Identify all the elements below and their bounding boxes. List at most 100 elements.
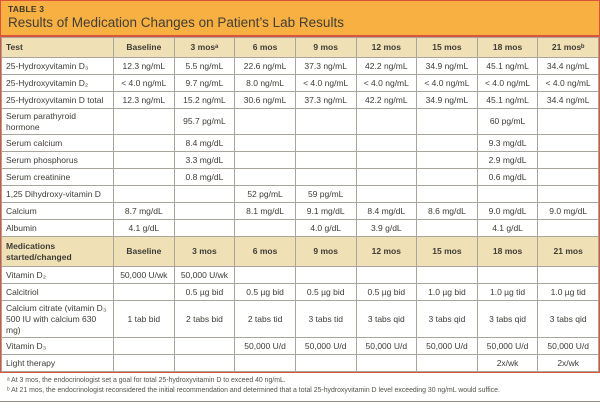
- table-cell: 4.0 g/dL: [294, 219, 357, 238]
- table-cell: 3 tabs qid: [476, 300, 539, 339]
- column-header: 9 mos: [294, 37, 357, 58]
- column-header-row: Test Baseline 3 mosᵃ 6 mos 9 mos 12 mos 15 mos…: [1, 37, 599, 58]
- lab-result-row: Serum calcium 8.4 mg/dL 9.3 mg/dL: [1, 134, 599, 153]
- table-cell: [234, 266, 296, 285]
- lab-result-row: Serum parathyroid hormone 95.7 pg/mL 60 p…: [1, 107, 599, 136]
- column-header: 15 mos: [416, 37, 478, 58]
- table-cell: 95.7 pg/mL: [173, 107, 236, 136]
- table-cell: 9.1 mg/dL: [294, 202, 357, 221]
- row-label: Vitamin D₂: [1, 266, 114, 285]
- table-number-label: TABLE 3: [8, 4, 45, 14]
- table-cell: < 4.0 ng/mL: [355, 74, 418, 92]
- table-cell: [234, 168, 296, 187]
- table-cell: 1.0 µg bid: [416, 283, 478, 302]
- table-cell: 52 pg/mL: [234, 185, 296, 204]
- band-column-header: 18 mos: [476, 236, 539, 268]
- table-cell: [355, 168, 418, 187]
- band-column-header: 21 mos: [537, 236, 599, 268]
- table-cell: [234, 107, 296, 136]
- table-cell: < 4.0 ng/mL: [476, 74, 539, 92]
- table-cell: [416, 219, 478, 238]
- column-header: Baseline: [113, 37, 175, 58]
- table-cell: 8.7 mg/dL: [113, 202, 175, 221]
- table-cell: 50,000 U/d: [294, 337, 357, 356]
- footnote: ᵇ At 21 mos, the endocrinologist reconsi…: [7, 386, 593, 396]
- table-cell: < 4.0 ng/mL: [294, 74, 357, 92]
- table-cell: [416, 266, 478, 285]
- table-cell: 30.6 ng/mL: [234, 91, 296, 109]
- row-label: Serum calcium: [1, 134, 114, 153]
- column-header: 6 mos: [234, 37, 296, 58]
- table-cell: 50,000 U/wk: [173, 266, 236, 285]
- table-cell: [113, 151, 175, 170]
- footnote: ᵃ At 3 mos, the endocrinologist set a go…: [7, 376, 593, 386]
- table-cell: 2 tabs tid: [234, 300, 296, 339]
- table-cell: [173, 354, 236, 373]
- table-cell: [294, 168, 357, 187]
- table-cell: 0.6 mg/dL: [476, 168, 539, 187]
- table-cell: [355, 151, 418, 170]
- column-header: 3 mosᵃ: [173, 37, 236, 58]
- table-cell: [173, 185, 236, 204]
- table-cell: [294, 354, 357, 373]
- table-cell: 3 tabs qid: [416, 300, 478, 339]
- row-label: Albumin: [1, 219, 114, 238]
- table-cell: 34.9 ng/mL: [416, 91, 478, 109]
- table-cell: [234, 134, 296, 153]
- band-column-header: 6 mos: [234, 236, 296, 268]
- band-column-header: 12 mos: [355, 236, 418, 268]
- table-cell: 34.4 ng/mL: [537, 57, 599, 75]
- table-cell: 3 tabs qid: [355, 300, 418, 339]
- table-cell: 1.0 µg tid: [537, 283, 599, 302]
- medications-section: Medications started/changed Baseline 3 mo…: [1, 236, 599, 268]
- table-title-bar: TABLE 3 Results of Medication Changes on…: [1, 1, 599, 37]
- table-cell: [355, 134, 418, 153]
- row-label: Vitamin D₃: [1, 337, 114, 356]
- table-cell: 42.2 ng/mL: [355, 91, 418, 109]
- row-label: Calcium: [1, 202, 114, 221]
- table-cell: 50,000 U/d: [234, 337, 296, 356]
- row-label: 1,25 Dihydroxy-vitamin D: [1, 185, 114, 204]
- table-cell: [113, 107, 175, 136]
- band-column-header: Baseline: [113, 236, 175, 268]
- table-cell: [294, 266, 357, 285]
- table-cell: 22.6 ng/mL: [234, 57, 296, 75]
- table-cell: 50,000 U/d: [416, 337, 478, 356]
- table-panel: TABLE 3 Results of Medication Changes on…: [0, 0, 600, 374]
- table-cell: 3 tabs tid: [294, 300, 357, 339]
- table-cell: [234, 151, 296, 170]
- column-header: 21 mosᵇ: [537, 37, 599, 58]
- table-cell: 45.1 ng/mL: [476, 57, 539, 75]
- table-cell: 45.1 ng/mL: [476, 91, 539, 109]
- table-cell: [416, 107, 478, 136]
- row-label: Calcium citrate (vitamin D₃ 500 IU with …: [1, 300, 114, 339]
- table-cell: 34.4 ng/mL: [537, 91, 599, 109]
- table-cell: [355, 266, 418, 285]
- table-title: Results of Medication Changes on Patient…: [8, 15, 344, 30]
- lab-result-row: 25-Hydroxyvitamin D total 12.3 ng/mL 15.2…: [1, 91, 599, 109]
- table-cell: 9.0 mg/dL: [537, 202, 599, 221]
- table-cell: 3.3 mg/dL: [173, 151, 236, 170]
- row-label: Serum creatinine: [1, 168, 114, 187]
- table-cell: [113, 185, 175, 204]
- medications-band-label: Medications started/changed: [1, 236, 114, 268]
- lab-result-row: 25-Hydroxyvitamin D₃ 12.3 ng/mL 5.5 ng/mL…: [1, 57, 599, 75]
- table-cell: 50,000 U/d: [355, 337, 418, 356]
- footnote-text: ᵃ At 3 mos, the endocrinologist set a go…: [7, 377, 286, 385]
- lab-results-rows: 25-Hydroxyvitamin D₃ 12.3 ng/mL 5.5 ng/mL…: [1, 57, 599, 238]
- table-cell: 42.2 ng/mL: [355, 57, 418, 75]
- results-table: Test Baseline 3 mosᵃ 6 mos 9 mos 12 mos 15 mos…: [1, 37, 599, 373]
- table-cell: 9.7 ng/mL: [173, 74, 236, 92]
- table-cell: [173, 202, 236, 221]
- table-cell: 8.0 ng/mL: [234, 74, 296, 92]
- row-label: Serum parathyroid hormone: [1, 107, 114, 136]
- column-header: 18 mos: [476, 37, 539, 58]
- band-column-header: 3 mos: [173, 236, 236, 268]
- medication-row: Calcitriol 0.5 µg bid 0.5 µg bid 0.5 µg bi…: [1, 283, 599, 302]
- table-cell: 0.5 µg bid: [173, 283, 236, 302]
- table-cell: [537, 185, 599, 204]
- table-cell: 50,000 U/wk: [113, 266, 175, 285]
- row-label: Serum phosphorus: [1, 151, 114, 170]
- medications-band-row: Medications started/changed Baseline 3 mo…: [1, 236, 599, 268]
